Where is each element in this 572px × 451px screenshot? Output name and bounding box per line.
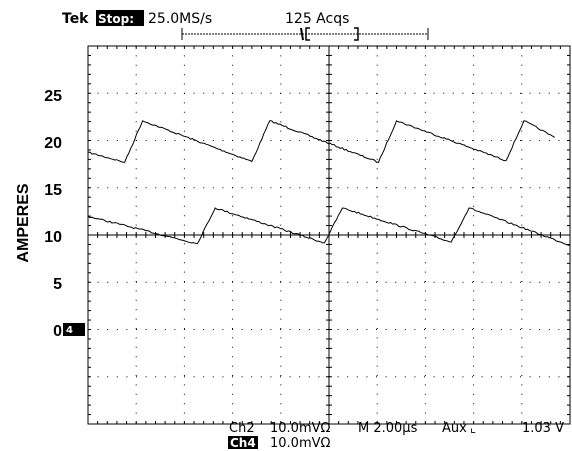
y-axis-label: AMPERES [15,183,32,262]
trigger-slope-icon: ⌞ [470,421,476,436]
graticule [87,45,571,425]
y-tick-5: 5 [53,276,62,293]
ground-marker-badge [63,323,85,336]
sample-rate: 25.0MS/s [148,11,212,27]
waveform-series-2 [87,207,571,246]
waveform-traces [87,120,571,246]
y-tick-25: 25 [44,88,62,105]
y-tick-10: 10 [44,229,62,246]
ch4-badge [228,436,258,449]
brand-label: Tek [62,11,89,27]
stop-badge [96,10,144,26]
y-tick-15: 15 [44,182,62,199]
y-tick-20: 20 [44,135,62,152]
record-view-indicator [181,27,429,41]
ch2-label: Ch2 [229,421,255,436]
ch4-scale: 10.0mVΩ [270,436,331,451]
ch2-scale: 10.0mVΩ [270,421,331,436]
ch4-label: Ch4 [230,436,256,450]
timebase: M 2.00µs [358,421,418,436]
waveform-series-1 [87,120,555,163]
stop-label: Stop: [98,12,134,26]
y-ticks: 25 20 15 10 5 0 [44,88,62,340]
acquisition-count: 125 Acqs [285,11,349,27]
ground-marker-label: 4 [66,325,73,336]
trigger-level: 1.03 V [522,421,564,436]
y-tick-0: 0 [53,323,62,340]
trigger-source: Aux [442,421,467,436]
